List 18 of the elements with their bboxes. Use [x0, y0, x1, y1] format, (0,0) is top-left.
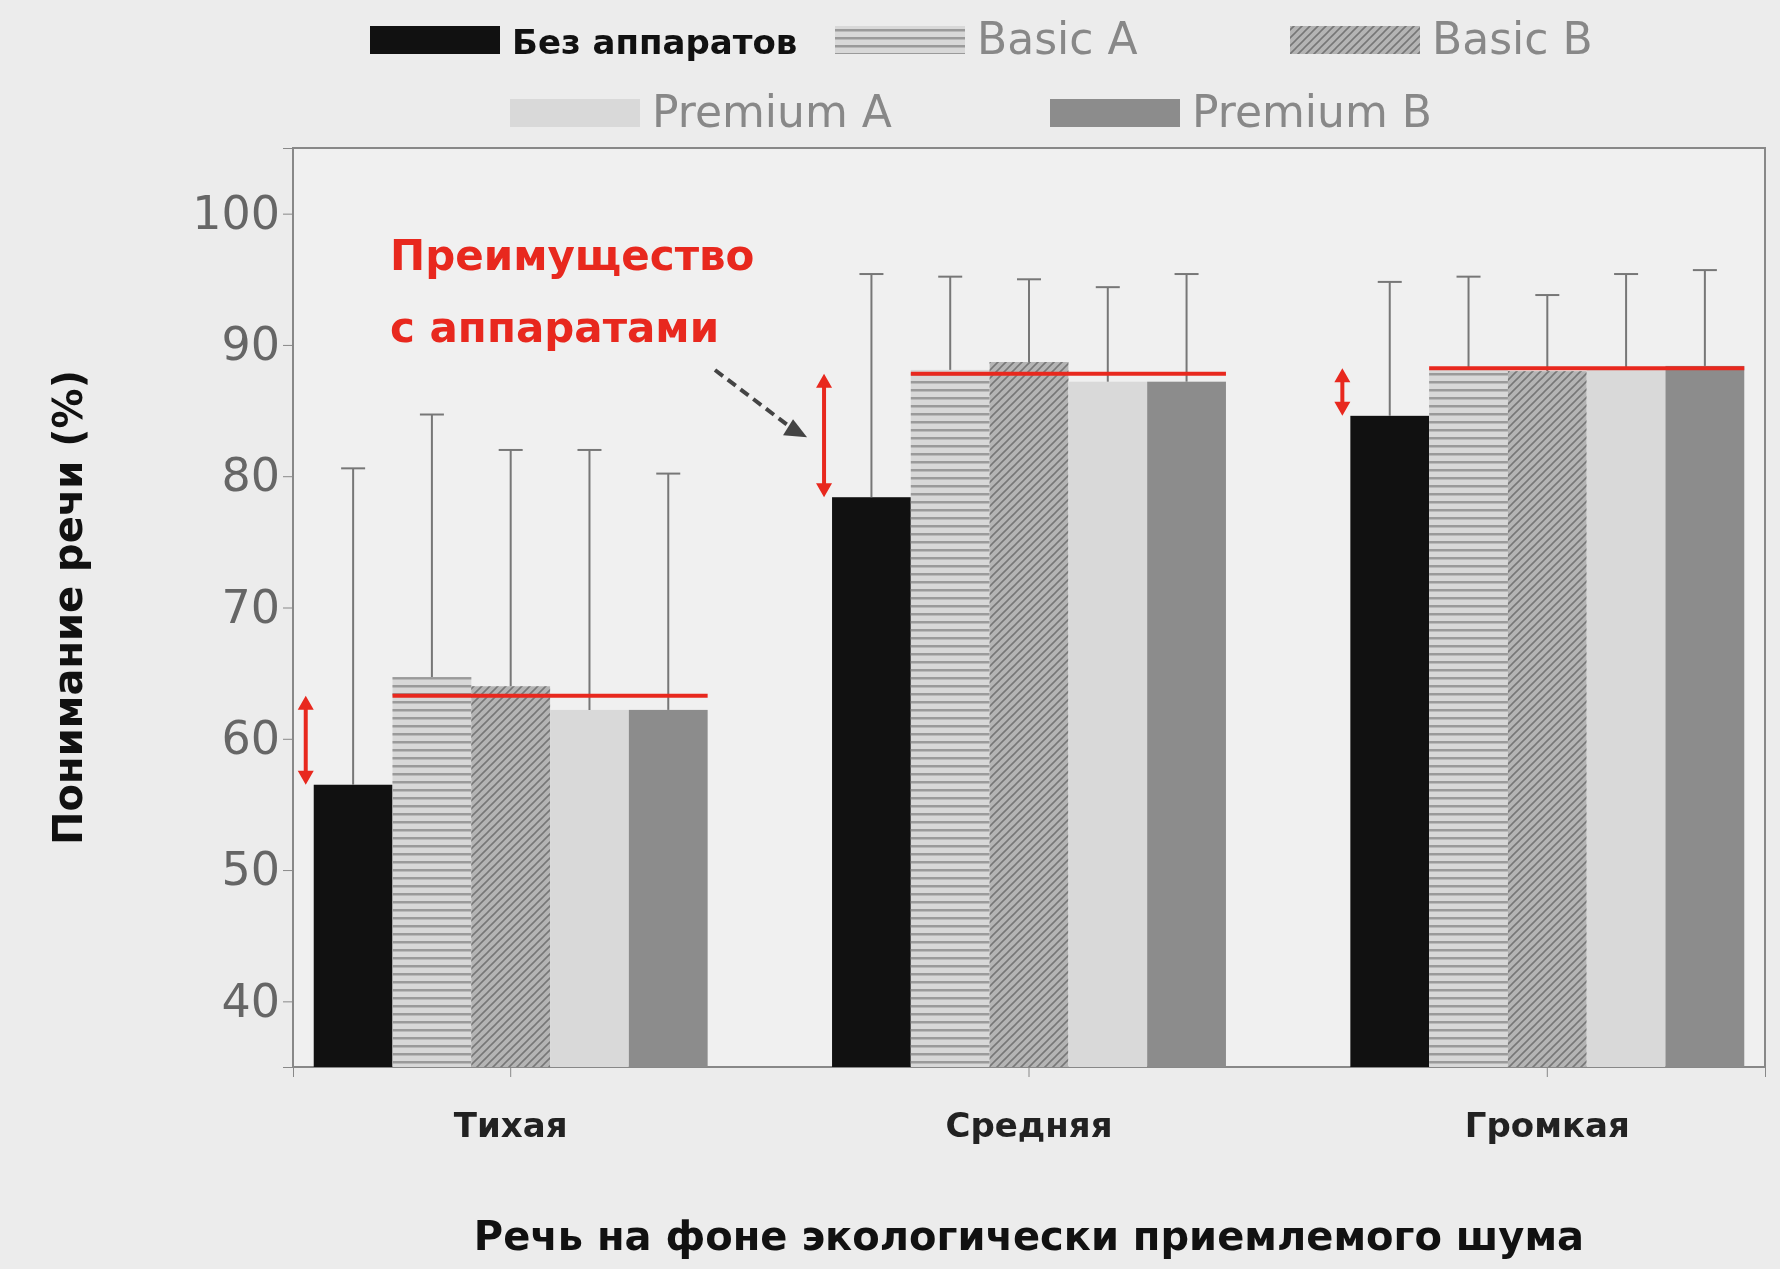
y-tick-label: 50 — [221, 842, 280, 897]
legend-label: Basic A — [977, 13, 1138, 64]
x-tick-label: Тихая — [453, 1105, 568, 1146]
y-tick-label: 70 — [221, 579, 280, 634]
legend-label: Premium A — [652, 86, 892, 137]
x-tick-label: Громкая — [1464, 1105, 1630, 1146]
y-tick-label: 60 — [221, 711, 280, 766]
x-tick-label: Средняя — [945, 1105, 1113, 1146]
x-axis-title: Речь на фоне экологически приемлемого шума — [473, 1213, 1585, 1259]
y-tick-label: 80 — [221, 448, 280, 503]
y-tick-label: 100 — [192, 185, 280, 240]
legend-label: Basic B — [1432, 13, 1593, 64]
legend-label: Без аппаратов — [512, 22, 798, 62]
y-tick-label: 40 — [221, 973, 280, 1028]
annotation: Преимущество с аппаратами — [390, 231, 755, 352]
y-tick-label: 90 — [221, 317, 280, 372]
legend-label: Premium B — [1192, 86, 1432, 137]
y-axis-title: Понимание речи (%) — [45, 370, 91, 845]
